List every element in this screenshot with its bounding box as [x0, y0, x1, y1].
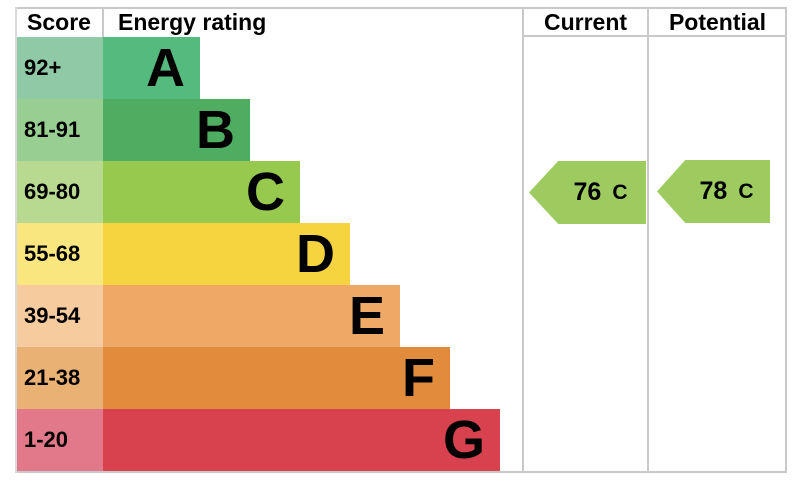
- score-range-label: 69-80: [24, 179, 81, 204]
- score-range-label: 55-68: [24, 241, 81, 266]
- rating-bar-f: F: [103, 347, 450, 409]
- score-cell-f: 21-38: [17, 347, 103, 409]
- rating-letter: F: [402, 348, 435, 408]
- score-range-label: 81-91: [24, 117, 81, 142]
- header-underline: [523, 35, 787, 37]
- score-cell-g: 1-20: [17, 409, 103, 471]
- rating-letter: G: [442, 410, 485, 470]
- score-cell-a: 92+: [17, 37, 103, 99]
- current-column-right-border: [647, 7, 649, 473]
- potential-rating-arrow: 78 C: [657, 160, 770, 223]
- potential-rating-value: 78: [699, 177, 728, 205]
- table-bottom-border: [15, 471, 787, 473]
- score-range-label: 92+: [24, 55, 62, 80]
- table-top-border: [15, 7, 787, 9]
- rating-bar-d: D: [103, 223, 350, 285]
- current-rating-value: 76: [573, 178, 602, 206]
- score-cell-c: 69-80: [17, 161, 103, 223]
- energy-rating-header: Energy rating: [118, 9, 267, 35]
- rating-letter: C: [246, 162, 285, 222]
- score-cell-e: 39-54: [17, 285, 103, 347]
- potential-header: Potential: [668, 9, 767, 35]
- rating-letter: B: [196, 100, 235, 160]
- score-cell-d: 55-68: [17, 223, 103, 285]
- rating-bar-b: B: [103, 99, 250, 161]
- score-cell-b: 81-91: [17, 99, 103, 161]
- rating-bar-c: C: [103, 161, 300, 223]
- rating-bar-g: G: [103, 409, 500, 471]
- score-range-label: 39-54: [24, 303, 81, 328]
- rating-bar-a: A: [103, 37, 200, 99]
- current-rating-grade: C: [612, 180, 628, 204]
- rating-bar-e: E: [103, 285, 400, 347]
- current-rating-arrow: 76 C: [529, 161, 646, 224]
- score-range-label: 1-20: [24, 427, 69, 452]
- current-column-left-border: [522, 7, 524, 473]
- score-column-divider: [102, 7, 104, 37]
- rating-letter: E: [348, 286, 385, 346]
- table-left-border: [15, 7, 17, 473]
- table-right-border: [785, 7, 787, 473]
- current-header: Current: [543, 9, 628, 35]
- rating-letter: A: [146, 38, 185, 98]
- score-range-label: 21-38: [24, 365, 81, 390]
- score-header: Score: [27, 9, 91, 35]
- potential-rating-grade: C: [738, 179, 754, 203]
- rating-letter: D: [296, 224, 335, 284]
